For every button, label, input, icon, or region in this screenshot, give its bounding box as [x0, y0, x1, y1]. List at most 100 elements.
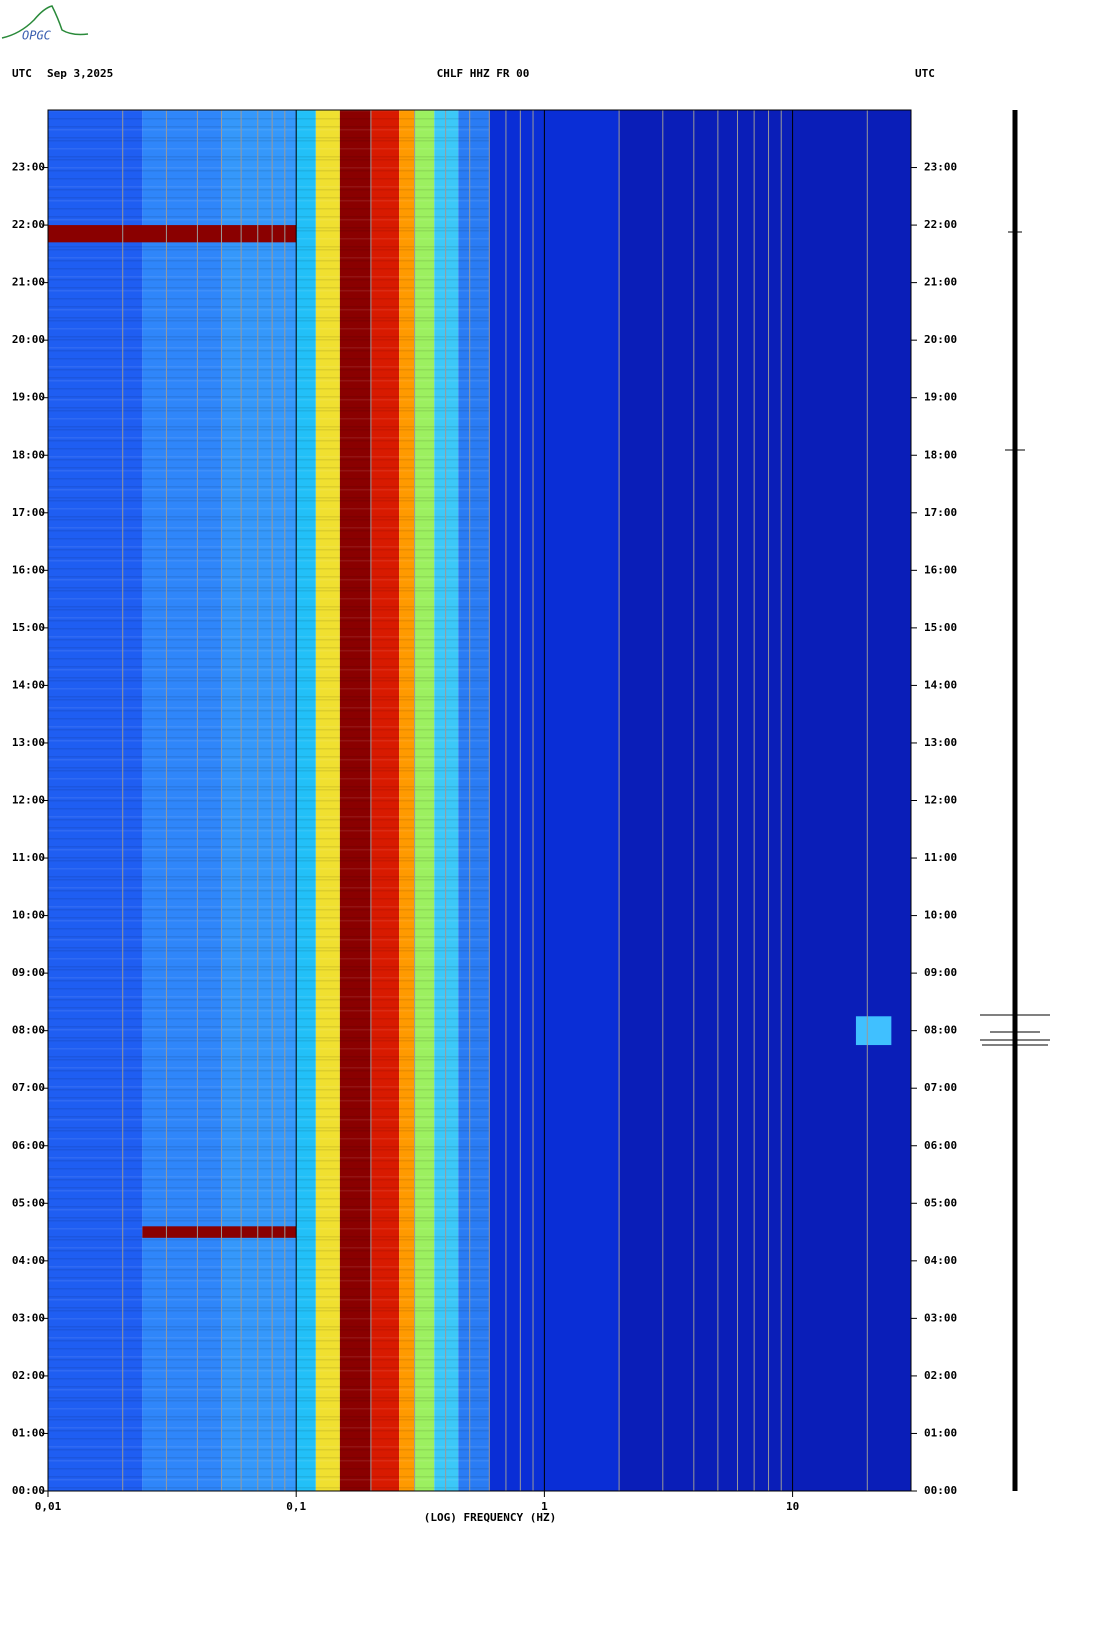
texture-stripe	[48, 710, 490, 712]
texture-stripe	[48, 1446, 490, 1448]
y-tick-label: 16:00	[924, 563, 957, 576]
texture-stripe	[48, 489, 490, 491]
texture-stripe	[48, 268, 490, 270]
texture-stripe	[48, 977, 490, 979]
texture-stripe	[48, 620, 490, 622]
y-tick-label: 07:00	[924, 1081, 957, 1094]
texture-stripe	[48, 999, 490, 1001]
texture-stripe	[48, 636, 490, 638]
texture-stripe	[48, 800, 490, 802]
texture-stripe	[48, 1108, 490, 1110]
frequency-band	[370, 110, 400, 1491]
texture-stripe	[48, 1296, 490, 1298]
seismogram	[980, 110, 1050, 1491]
frequency-band	[434, 110, 459, 1491]
texture-stripe	[48, 816, 490, 818]
y-tick-label: 17:00	[924, 506, 957, 519]
texture-stripe	[48, 696, 490, 698]
texture-stripe	[48, 1356, 490, 1358]
texture-stripe	[48, 347, 490, 349]
frequency-band	[142, 110, 222, 1491]
texture-stripe	[48, 1258, 490, 1260]
y-tick-label: 18:00	[924, 448, 957, 461]
y-tick-label: 22:00	[12, 218, 45, 231]
texture-stripe	[48, 1427, 490, 1429]
texture-stripe	[48, 1040, 490, 1042]
y-tick-label: 15:00	[12, 621, 45, 634]
texture-stripe	[48, 838, 490, 840]
texture-stripe	[48, 249, 490, 251]
texture-stripe	[48, 1378, 490, 1380]
y-tick-label: 19:00	[12, 391, 45, 404]
timezone: UTC	[915, 67, 935, 80]
texture-stripe	[48, 669, 490, 671]
texture-stripe	[48, 718, 490, 720]
texture-stripe	[48, 628, 490, 630]
texture-stripe	[48, 1059, 490, 1061]
texture-stripe	[48, 1340, 490, 1342]
texture-stripe	[48, 966, 490, 968]
texture-stripe	[48, 767, 490, 769]
texture-stripe	[48, 860, 490, 862]
y-tick-label: 11:00	[12, 851, 45, 864]
texture-stripe	[48, 909, 490, 911]
x-tick-label: 0,01	[35, 1500, 62, 1513]
texture-stripe	[48, 1408, 490, 1410]
texture-stripe	[48, 339, 490, 341]
texture-stripe	[48, 440, 490, 442]
texture-stripe	[48, 1100, 490, 1102]
y-tick-label: 02:00	[924, 1369, 957, 1382]
texture-stripe	[48, 1089, 490, 1091]
y-tick-label: 05:00	[12, 1196, 45, 1209]
texture-stripe	[48, 456, 490, 458]
frequency-band	[296, 110, 316, 1491]
texture-stripe	[48, 260, 490, 262]
texture-stripe	[48, 906, 490, 908]
y-tick-label: 14:00	[12, 678, 45, 691]
texture-stripe	[48, 770, 490, 772]
texture-stripe	[48, 336, 490, 338]
texture-stripe	[48, 1176, 490, 1178]
texture-stripe	[48, 1048, 490, 1050]
texture-stripe	[48, 797, 490, 799]
texture-stripe	[48, 587, 490, 589]
texture-stripe	[48, 568, 490, 570]
y-tick-label: 06:00	[12, 1139, 45, 1152]
texture-stripe	[48, 639, 490, 641]
frequency-band	[458, 110, 490, 1491]
y-tick-label: 21:00	[924, 276, 957, 289]
texture-stripe	[48, 396, 490, 398]
date: Sep 3,2025	[47, 67, 113, 80]
texture-stripe	[48, 459, 490, 461]
texture-stripe	[48, 129, 490, 131]
texture-stripe	[48, 1209, 490, 1211]
texture-stripe	[48, 1468, 490, 1470]
y-tick-label: 12:00	[924, 794, 957, 807]
texture-stripe	[48, 1476, 490, 1478]
texture-stripe	[48, 178, 490, 180]
texture-stripe	[48, 1419, 490, 1421]
frequency-band	[619, 110, 911, 1491]
texture-stripe	[48, 470, 490, 472]
y-tick-label: 04:00	[924, 1254, 957, 1267]
texture-stripe	[48, 936, 490, 938]
texture-stripe	[48, 437, 490, 439]
texture-stripe	[48, 609, 490, 611]
texture-stripe	[48, 189, 490, 191]
texture-stripe	[48, 1056, 490, 1058]
texture-stripe	[48, 658, 490, 660]
texture-stripe	[48, 170, 490, 172]
texture-stripe	[48, 257, 490, 259]
texture-stripe	[48, 1479, 490, 1481]
texture-stripe	[48, 606, 490, 608]
texture-stripe	[48, 516, 490, 518]
texture-stripe	[48, 1250, 490, 1252]
texture-stripe	[48, 167, 490, 169]
texture-stripe	[48, 1370, 490, 1372]
y-tick-label: 23:00	[12, 161, 45, 174]
event	[142, 1226, 297, 1238]
y-tick-label: 14:00	[924, 678, 957, 691]
texture-stripe	[48, 418, 490, 420]
texture-stripe	[48, 876, 490, 878]
y-tick-label: 01:00	[924, 1426, 957, 1439]
